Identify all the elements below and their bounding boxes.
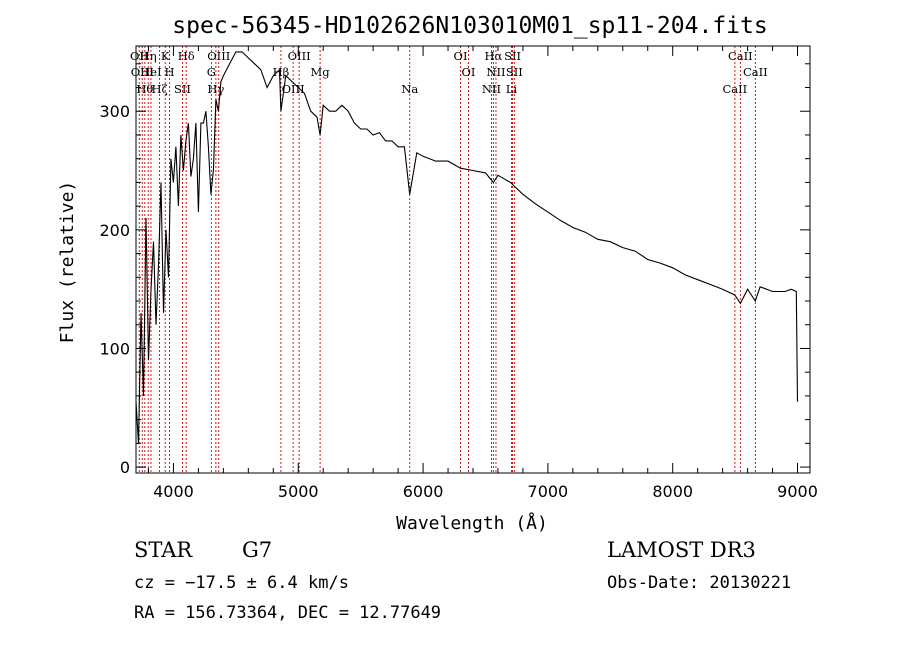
- y-axis-label: Flux (relative): [57, 181, 78, 344]
- line-label-12: OIII: [207, 49, 230, 63]
- line-label-25: SII: [506, 65, 523, 79]
- object-type: STAR: [134, 538, 193, 562]
- x-tick-label-3: 7000: [528, 482, 569, 501]
- y-tick-label-1: 100: [99, 339, 130, 358]
- x-axis: 4000 5000 6000 7000 8000 9000: [147, 46, 818, 501]
- line-label-14: OIII: [282, 82, 305, 96]
- line-label-17: Na: [401, 82, 418, 96]
- line-label-4: HeI: [140, 65, 161, 79]
- coordinates: RA = 156.73364, DEC = 12.77649: [134, 603, 442, 623]
- y-tick-label-0: 0: [120, 458, 130, 477]
- x-tick-label-0: 4000: [153, 482, 194, 501]
- line-label-8: SII: [174, 82, 191, 96]
- line-label-22: NII: [486, 65, 505, 79]
- line-label-20: NII: [482, 82, 501, 96]
- line-label-18: OI: [454, 49, 468, 63]
- chart-title: spec-56345-HD102626N103010M01_sp11-204.f…: [172, 13, 767, 39]
- line-label-27: CaII: [728, 49, 753, 63]
- plot-frame: [135, 45, 811, 474]
- line-label-16: Mg: [311, 65, 331, 79]
- y-axis: 0 100 200 300: [99, 63, 810, 477]
- emission-line-labels: OIIOIIIHθHηHeIHζKHSIIHδGHγOIIIHβOIIIOIII…: [130, 49, 768, 96]
- emission-line-markers: [138, 46, 756, 473]
- x-tick-label-5: 9000: [777, 482, 818, 501]
- line-label-2: Hθ: [136, 82, 153, 96]
- line-label-21: Hα: [484, 49, 502, 63]
- x-axis-label: Wavelength (Å): [396, 512, 548, 534]
- x-tick-label-1: 5000: [278, 482, 319, 501]
- line-label-11: Hγ: [207, 82, 224, 96]
- observation-date: Obs-Date: 20130221: [607, 573, 792, 593]
- line-label-26: CaII: [722, 82, 747, 96]
- line-label-7: H: [165, 65, 175, 79]
- line-label-3: Hη: [140, 49, 157, 63]
- line-label-24: SII: [504, 49, 521, 63]
- line-label-28: CaII: [743, 65, 768, 79]
- line-label-19: OI: [462, 65, 476, 79]
- x-tick-label-4: 8000: [652, 482, 693, 501]
- line-label-9: Hδ: [178, 49, 195, 63]
- x-tick-label-2: 6000: [403, 482, 444, 501]
- line-label-0: OII: [130, 49, 149, 63]
- spectral-subclass: G7: [242, 538, 273, 562]
- line-label-15: OIII: [288, 49, 311, 63]
- line-label-23: Li: [506, 82, 518, 96]
- line-label-10: G: [207, 65, 216, 79]
- spectrum-series-line: [135, 51, 799, 444]
- redshift-velocity: cz = −17.5 ± 6.4 km/s: [134, 573, 349, 593]
- y-tick-label-2: 200: [99, 221, 130, 240]
- y-tick-label-3: 300: [99, 102, 130, 121]
- survey-name: LAMOST DR3: [607, 538, 756, 562]
- line-label-5: Hζ: [151, 82, 167, 96]
- line-label-6: K: [161, 49, 170, 63]
